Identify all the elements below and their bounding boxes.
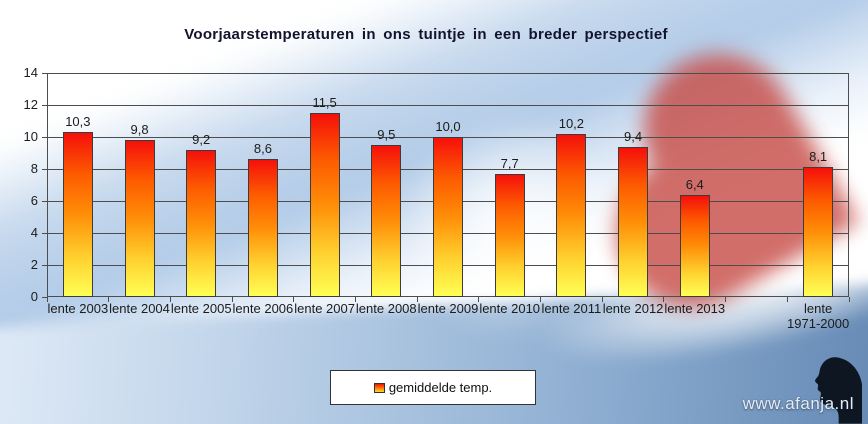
bar xyxy=(556,133,587,297)
x-tick xyxy=(293,297,295,302)
bar xyxy=(371,145,402,297)
bar xyxy=(679,194,710,297)
x-tick xyxy=(848,297,850,302)
gridline xyxy=(47,104,849,106)
bar-value-label: 9,2 xyxy=(192,131,211,147)
chart-title: Voorjaarstemperaturen in ons tuintje in … xyxy=(184,26,668,43)
y-tick xyxy=(42,104,47,106)
x-tick xyxy=(108,297,110,302)
x-tick xyxy=(416,297,418,302)
x-tick xyxy=(786,297,788,302)
y-axis-label: 8 xyxy=(30,161,38,176)
x-tick xyxy=(169,297,171,302)
y-tick xyxy=(42,200,47,202)
x-tick xyxy=(540,297,542,302)
y-tick xyxy=(42,136,47,138)
x-axis-label: lente 2009 xyxy=(417,301,479,316)
x-tick xyxy=(725,297,727,302)
x-tick xyxy=(354,297,356,302)
legend-label: gemiddelde temp. xyxy=(388,380,493,395)
bar-value-label: 8,6 xyxy=(253,141,272,157)
y-axis-label: 4 xyxy=(30,225,38,240)
x-tick xyxy=(478,297,480,302)
bar xyxy=(433,137,463,297)
y-tick xyxy=(42,72,47,74)
y-axis-label: 14 xyxy=(23,65,38,80)
x-axis-label: lente 2006 xyxy=(232,301,294,316)
bar xyxy=(618,146,649,297)
y-axis-label: 2 xyxy=(30,257,38,272)
y-axis-label: 12 xyxy=(23,97,38,112)
y-axis-label: 10 xyxy=(23,129,38,144)
y-axis-label: 0 xyxy=(30,289,38,304)
bar-value-label: 8,1 xyxy=(809,149,828,165)
x-axis-label: lente 2010 xyxy=(479,301,541,316)
y-tick xyxy=(42,232,47,234)
bar xyxy=(186,149,217,297)
y-tick xyxy=(42,264,47,266)
person-silhouette-icon xyxy=(815,357,862,424)
x-axis-label: lente 1971-2000 xyxy=(787,301,850,331)
bar xyxy=(494,173,525,297)
x-axis-label: lente 2013 xyxy=(664,301,726,316)
x-axis-label: lente 2005 xyxy=(170,301,232,316)
bar-value-label: 9,5 xyxy=(377,127,396,142)
bar xyxy=(124,140,155,297)
x-tick xyxy=(663,297,665,302)
y-tick xyxy=(42,168,47,170)
bar-value-label: 10,0 xyxy=(435,119,461,134)
bar xyxy=(247,159,278,297)
bar-value-label: 10,3 xyxy=(65,114,91,130)
x-axis-label: lente 2011 xyxy=(541,301,602,316)
bar-value-label: 10,2 xyxy=(558,115,585,131)
x-axis-label: lente 2003 xyxy=(47,301,109,316)
y-tick xyxy=(42,296,47,298)
legend-marker-icon xyxy=(373,382,385,393)
x-tick xyxy=(46,297,48,302)
x-axis-label: lente 2012 xyxy=(602,301,664,316)
x-axis-label: lente 2008 xyxy=(355,301,417,316)
x-axis-label: lente 2004 xyxy=(109,301,170,316)
x-tick xyxy=(601,297,603,302)
y-axis-label: 6 xyxy=(30,193,38,208)
watermark: www.afanja.nl xyxy=(742,394,854,413)
x-axis-label: lente 2007 xyxy=(294,301,355,316)
bar xyxy=(803,167,834,297)
bar-value-label: 7,7 xyxy=(500,155,519,171)
x-tick xyxy=(231,297,233,302)
bar-value-label: 9,8 xyxy=(130,122,149,138)
bar xyxy=(62,132,93,297)
bar xyxy=(309,113,340,297)
legend: gemiddelde temp. xyxy=(330,370,536,405)
bar-value-label: 6,4 xyxy=(685,176,704,192)
bar-value-label: 9,4 xyxy=(624,128,643,144)
bar-value-label: 11,5 xyxy=(312,95,337,110)
